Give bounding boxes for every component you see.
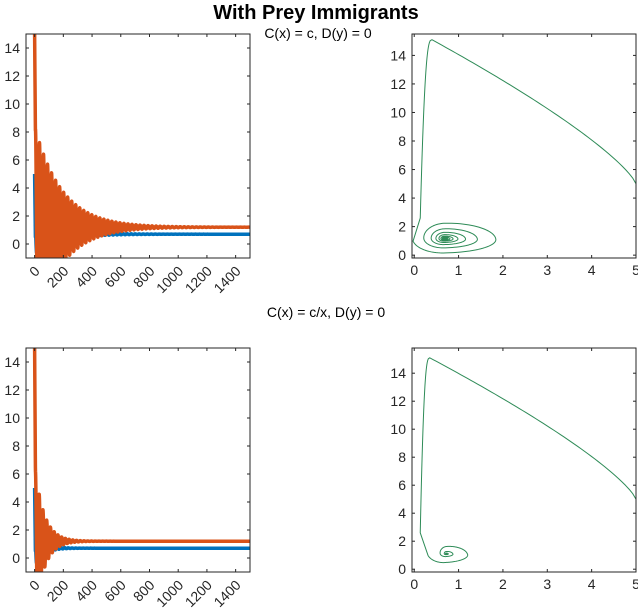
y-tick-label: 10 (390, 104, 406, 120)
y-tick-label: 6 (398, 477, 406, 493)
y-tick-label: 12 (4, 382, 20, 398)
y-tick-label: 6 (12, 152, 20, 168)
x-tick-label: 600 (101, 577, 129, 605)
x-tick-label: 400 (72, 263, 100, 291)
plot-area (32, 348, 250, 572)
x-tick-label: 3 (543, 576, 551, 592)
axes-box (411, 347, 637, 573)
y-tick-label: 6 (12, 466, 20, 482)
y-tick-label: 8 (12, 438, 20, 454)
x-tick-label: 1200 (182, 263, 215, 296)
x-tick-label: 1000 (153, 577, 186, 610)
x-tick-label: 0 (410, 576, 418, 592)
predator-series-line (32, 34, 250, 258)
x-tick-label: 0 (26, 263, 43, 280)
x-tick-label: 1 (455, 262, 463, 278)
subtitle-bottom: C(x) = c/x, D(y) = 0 (267, 304, 385, 320)
y-tick-label: 12 (4, 68, 20, 84)
y-tick-label: 14 (4, 354, 20, 370)
x-tick-label: 200 (44, 577, 72, 605)
y-tick-label: 0 (12, 236, 20, 252)
prey-series-line (32, 487, 250, 565)
y-tick-label: 2 (398, 219, 406, 235)
y-tick-label: 10 (4, 96, 20, 112)
y-tick-label: 8 (12, 124, 20, 140)
y-tick-label: 4 (12, 494, 20, 510)
y-tick-label: 2 (12, 522, 20, 538)
y-tick-label: 4 (12, 180, 20, 196)
x-tick-label: 600 (101, 263, 129, 291)
y-tick-label: 0 (398, 561, 406, 577)
x-tick-label: 3 (543, 262, 551, 278)
y-tick-label: 10 (390, 421, 406, 437)
x-tick-label: 1000 (153, 263, 186, 296)
y-tick-label: 8 (398, 133, 406, 149)
axes-box (25, 33, 251, 259)
subtitle-top: C(x) = c, D(y) = 0 (264, 25, 372, 41)
plot-area (32, 34, 250, 258)
phase-trajectory-line (419, 357, 636, 564)
y-tick-label: 12 (390, 393, 406, 409)
y-tick-label: 4 (398, 505, 406, 521)
x-tick-label: 200 (44, 263, 72, 291)
x-tick-label: 1200 (182, 577, 215, 610)
figure-title: With Prey Immigrants (213, 2, 418, 24)
y-tick-label: 12 (390, 76, 406, 92)
y-tick-label: 0 (398, 247, 406, 263)
x-tick-label: 5 (632, 576, 638, 592)
y-tick-label: 10 (4, 410, 20, 426)
plot-area (412, 39, 636, 254)
y-tick-label: 2 (12, 208, 20, 224)
y-tick-label: 14 (4, 40, 20, 56)
y-tick-label: 14 (390, 365, 406, 381)
axes-box (411, 33, 637, 259)
x-tick-label: 4 (588, 576, 596, 592)
x-tick-label: 4 (588, 262, 596, 278)
axes-box (25, 347, 251, 573)
x-tick-label: 2 (499, 262, 507, 278)
y-tick-label: 14 (390, 47, 406, 63)
x-tick-label: 0 (26, 577, 43, 594)
x-tick-label: 1 (455, 576, 463, 592)
y-tick-label: 6 (398, 162, 406, 178)
plot-area (419, 357, 636, 564)
y-tick-label: 0 (12, 550, 20, 566)
x-tick-label: 1400 (210, 263, 243, 296)
x-tick-label: 5 (632, 262, 638, 278)
predator-series-line (32, 348, 250, 572)
y-tick-label: 8 (398, 449, 406, 465)
y-tick-label: 2 (398, 533, 406, 549)
x-tick-label: 1400 (210, 577, 243, 610)
x-tick-label: 0 (410, 262, 418, 278)
x-tick-label: 2 (499, 576, 507, 592)
y-tick-label: 4 (398, 190, 406, 206)
phase-trajectory-line (412, 39, 636, 254)
x-tick-label: 400 (72, 577, 100, 605)
